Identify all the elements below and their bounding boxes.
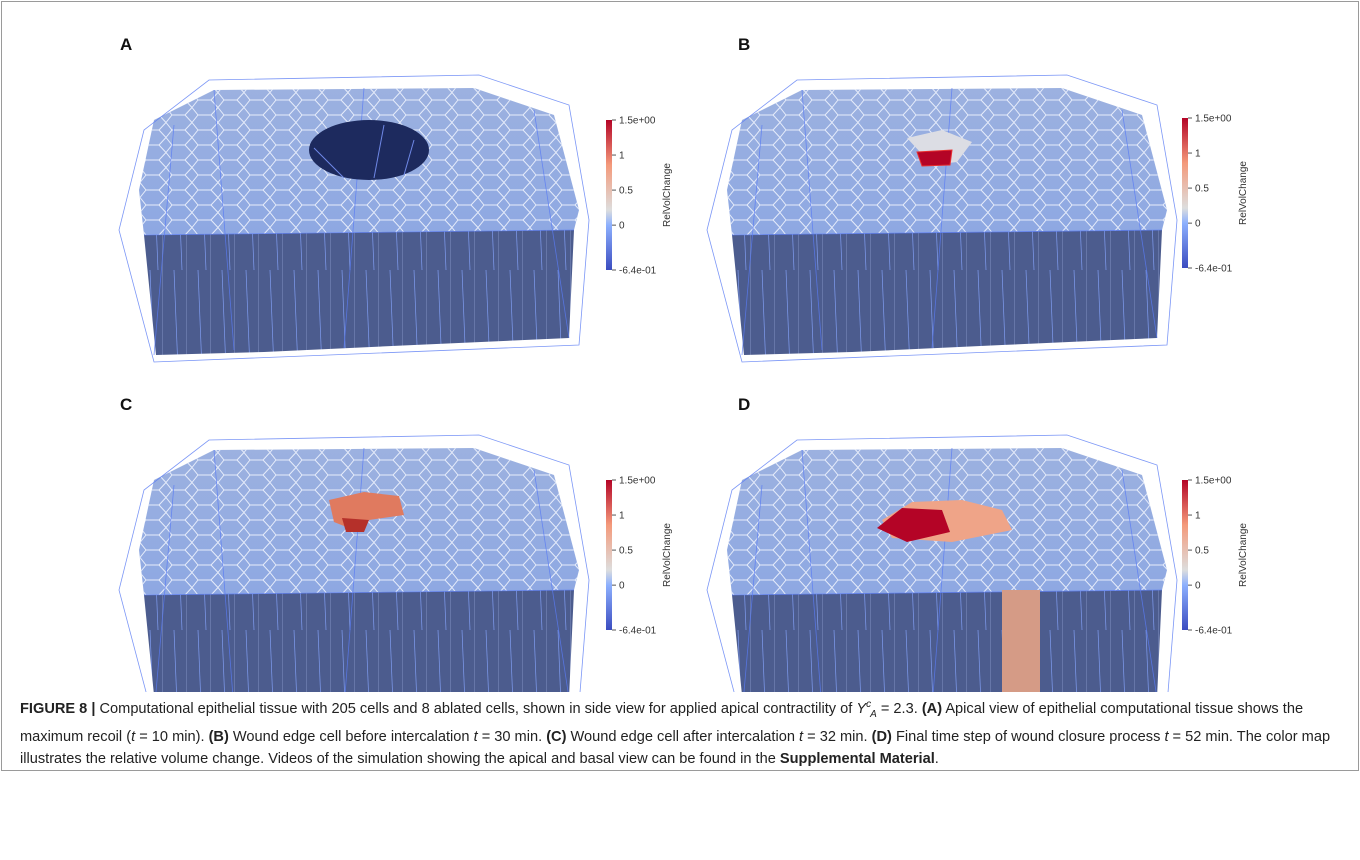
colorbar-tick-label: 1.5e+00 (619, 476, 656, 487)
colorbar-tick-label: 0.5 (1195, 184, 1209, 195)
caption-bold: (A) (922, 701, 942, 717)
caption-normal: = 32 min. (803, 729, 872, 745)
colorbar (606, 120, 612, 270)
colorbar-title: RelVolChange (662, 163, 673, 227)
caption-normal: . (935, 751, 939, 767)
colorbar-title: RelVolChange (1238, 161, 1249, 225)
tissue-render (119, 435, 589, 692)
figure-frame: A 1.5e+00 1 0.5 0 -6.4e-01 RelVolChange B 1.5e+0… (1, 1, 1359, 771)
caption-bold: (B) (209, 729, 229, 745)
panel-label: B (738, 35, 750, 54)
colorbar-tick-label: 1 (1195, 149, 1201, 160)
caption-sub: A (870, 709, 877, 720)
tissue (119, 435, 589, 692)
panel-label: D (738, 395, 750, 414)
tissue-render (707, 75, 1177, 362)
caption-italic: Υ (856, 701, 866, 717)
colorbar-tick-label: 0 (1195, 581, 1201, 592)
colorbar-tick-label: 1.5e+00 (619, 116, 656, 127)
colorbar-tick-label: 1 (619, 511, 625, 522)
tissue-render (707, 435, 1177, 692)
caption-normal: = 2.3. (877, 701, 922, 717)
panel-label: A (120, 35, 132, 54)
figure-panels: A 1.5e+00 1 0.5 0 -6.4e-01 RelVolChange B 1.5e+0… (2, 2, 1358, 692)
edge-column (1002, 590, 1040, 692)
colorbar-tick-label: 0.5 (619, 546, 633, 557)
colorbar (1182, 118, 1188, 268)
caption-normal: Wound edge cell before intercalation (229, 729, 474, 745)
tissue-render (119, 75, 589, 362)
caption-normal: Wound edge cell after intercalation (566, 729, 799, 745)
colorbar-tick-label: 0.5 (619, 186, 633, 197)
colorbar (1182, 480, 1188, 630)
colorbar (606, 480, 612, 630)
colorbar-title: RelVolChange (662, 523, 673, 587)
colorbar-tick-label: -6.4e-01 (619, 626, 657, 637)
colorbar-tick-label: 1 (619, 151, 625, 162)
page: A 1.5e+00 1 0.5 0 -6.4e-01 RelVolChange B 1.5e+0… (0, 0, 1360, 860)
caption-normal: = 10 min). (135, 729, 208, 745)
caption-bold: (D) (872, 729, 892, 745)
colorbar-tick-label: -6.4e-01 (619, 266, 657, 277)
colorbar-tick-label: 0 (1195, 219, 1201, 230)
colorbar-tick-label: 0 (619, 581, 625, 592)
colorbar-title: RelVolChange (1238, 523, 1249, 587)
tissue (707, 75, 1177, 362)
caption-bold: FIGURE 8 | (20, 701, 95, 717)
caption-bold: Supplemental Material (780, 751, 935, 767)
colorbar-tick-label: -6.4e-01 (1195, 264, 1233, 275)
caption-normal: = 30 min. (478, 729, 547, 745)
caption-normal: Final time step of wound closure process (892, 729, 1165, 745)
caption-bold: (C) (546, 729, 566, 745)
wound-edge (917, 150, 952, 166)
tissue (707, 435, 1177, 692)
colorbar-tick-label: 0 (619, 221, 625, 232)
tissue (119, 75, 589, 362)
colorbar-tick-label: 0.5 (1195, 546, 1209, 557)
colorbar-tick-label: 1.5e+00 (1195, 114, 1232, 125)
colorbar-tick-label: 1.5e+00 (1195, 476, 1232, 487)
figure-caption: FIGURE 8 | Computational epithelial tiss… (20, 694, 1338, 770)
caption-normal: Computational epithelial tissue with 205… (95, 701, 856, 717)
panel-label: C (120, 395, 132, 414)
colorbar-tick-label: 1 (1195, 511, 1201, 522)
colorbar-tick-label: -6.4e-01 (1195, 626, 1233, 637)
